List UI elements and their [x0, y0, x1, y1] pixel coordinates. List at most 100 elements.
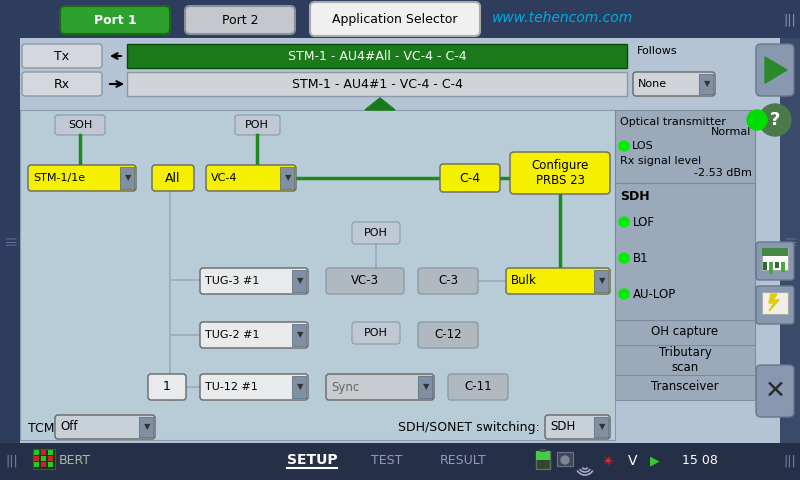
- Text: POH: POH: [245, 120, 269, 130]
- Bar: [0, 38, 20, 443]
- Bar: [127, 72, 627, 96]
- FancyBboxPatch shape: [448, 374, 508, 400]
- Text: C-11: C-11: [464, 381, 492, 394]
- Text: ▼: ▼: [285, 173, 291, 182]
- Bar: [699, 74, 713, 94]
- FancyBboxPatch shape: [310, 2, 480, 36]
- Bar: [41, 456, 46, 461]
- Text: B1: B1: [633, 252, 649, 264]
- Bar: [280, 167, 294, 189]
- Circle shape: [619, 141, 629, 151]
- Text: ▶: ▶: [650, 455, 660, 468]
- Text: POH: POH: [364, 328, 388, 338]
- Polygon shape: [365, 98, 395, 110]
- Bar: [536, 451, 550, 460]
- Text: VC-4: VC-4: [211, 173, 238, 183]
- Text: ▼: ▼: [144, 422, 150, 432]
- Text: LOF: LOF: [633, 216, 655, 228]
- FancyBboxPatch shape: [756, 44, 794, 96]
- Bar: [48, 462, 53, 467]
- Bar: [120, 167, 134, 189]
- Circle shape: [619, 217, 629, 227]
- Text: C-3: C-3: [438, 275, 458, 288]
- Text: C-12: C-12: [434, 328, 462, 341]
- Text: ▼: ▼: [422, 383, 430, 392]
- Bar: [769, 262, 773, 274]
- Polygon shape: [765, 57, 787, 83]
- Text: Follows: Follows: [637, 46, 678, 56]
- FancyBboxPatch shape: [510, 152, 610, 194]
- Text: Off: Off: [60, 420, 78, 433]
- Bar: [292, 324, 306, 346]
- FancyBboxPatch shape: [200, 322, 308, 348]
- FancyBboxPatch shape: [506, 268, 610, 294]
- Text: TUG-2 #1: TUG-2 #1: [205, 330, 259, 340]
- FancyBboxPatch shape: [440, 164, 500, 192]
- Text: ▼: ▼: [297, 331, 303, 339]
- Text: ▼: ▼: [125, 173, 131, 182]
- Bar: [615, 110, 755, 190]
- Text: Rx: Rx: [54, 77, 70, 91]
- FancyBboxPatch shape: [418, 322, 478, 348]
- FancyBboxPatch shape: [148, 374, 186, 400]
- Text: Normal: Normal: [710, 127, 751, 137]
- Text: LOS: LOS: [632, 141, 654, 151]
- Text: ✕: ✕: [765, 379, 786, 403]
- Bar: [763, 262, 767, 270]
- FancyBboxPatch shape: [756, 365, 794, 417]
- Text: STM-1/1e: STM-1/1e: [33, 173, 85, 183]
- Text: Optical transmitter: Optical transmitter: [620, 117, 726, 127]
- Bar: [20, 110, 615, 440]
- Text: |||: |||: [784, 455, 796, 468]
- Text: -2.53 dBm: -2.53 dBm: [694, 168, 752, 178]
- Bar: [418, 376, 432, 398]
- Circle shape: [561, 456, 569, 464]
- Text: ▼: ▼: [598, 276, 606, 286]
- Text: SDH: SDH: [550, 420, 575, 433]
- Text: None: None: [638, 79, 667, 89]
- Text: TEST: TEST: [371, 455, 402, 468]
- FancyBboxPatch shape: [756, 242, 794, 280]
- Text: Rx signal level: Rx signal level: [620, 156, 701, 166]
- Text: SOH: SOH: [68, 120, 92, 130]
- Bar: [41, 462, 46, 467]
- Text: SETUP: SETUP: [286, 453, 338, 467]
- Text: Configure
PRBS 23: Configure PRBS 23: [531, 159, 589, 187]
- Bar: [34, 456, 39, 461]
- Text: TUG-3 #1: TUG-3 #1: [205, 276, 259, 286]
- FancyBboxPatch shape: [326, 374, 434, 400]
- Text: V: V: [628, 454, 638, 468]
- Text: Tx: Tx: [54, 49, 70, 62]
- FancyBboxPatch shape: [152, 165, 194, 191]
- FancyBboxPatch shape: [22, 72, 102, 96]
- Bar: [557, 452, 573, 466]
- Bar: [0, 443, 800, 480]
- Circle shape: [619, 253, 629, 263]
- Text: |||: |||: [785, 235, 795, 245]
- FancyBboxPatch shape: [55, 415, 155, 439]
- Bar: [127, 44, 627, 68]
- Bar: [781, 262, 785, 272]
- Bar: [615, 345, 755, 375]
- Text: ▼: ▼: [297, 276, 303, 286]
- Bar: [775, 262, 779, 268]
- FancyBboxPatch shape: [352, 222, 400, 244]
- Text: Tributary
scan: Tributary scan: [658, 346, 711, 374]
- Bar: [48, 456, 53, 461]
- Bar: [615, 320, 755, 345]
- Circle shape: [747, 110, 767, 130]
- Bar: [292, 270, 306, 292]
- FancyBboxPatch shape: [200, 268, 308, 294]
- Bar: [594, 270, 608, 292]
- Text: Bulk: Bulk: [511, 275, 537, 288]
- Bar: [139, 417, 153, 437]
- Text: Port 1: Port 1: [94, 13, 136, 26]
- Bar: [762, 248, 788, 256]
- FancyBboxPatch shape: [185, 6, 295, 34]
- Circle shape: [759, 104, 791, 136]
- FancyBboxPatch shape: [326, 268, 404, 294]
- FancyBboxPatch shape: [60, 6, 170, 34]
- Bar: [540, 449, 546, 452]
- Text: RESULT: RESULT: [440, 455, 486, 468]
- Bar: [536, 451, 550, 469]
